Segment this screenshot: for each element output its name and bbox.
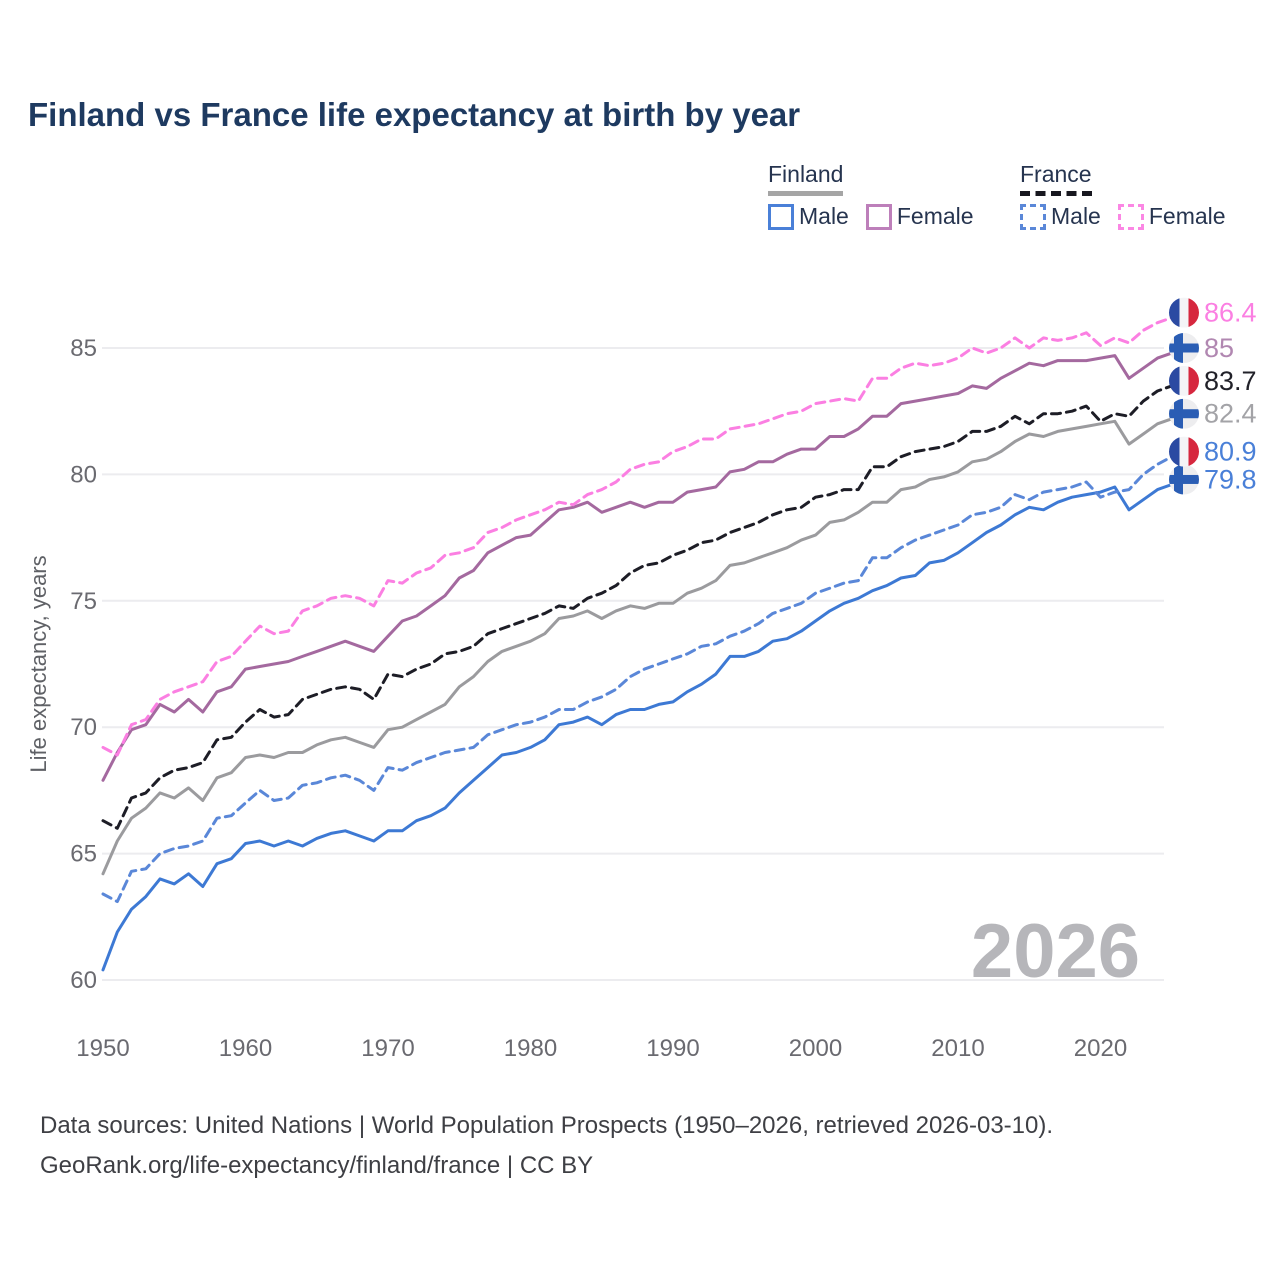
legend-group-finland: Finland Male Female [768,161,991,230]
y-tick-label: 85 [70,335,97,362]
series-line-finland-female [101,346,1188,782]
end-value-label-france-male: 80.9 [1204,437,1257,467]
france-flag-icon [1169,436,1199,467]
end-value-label-finland-male: 79.8 [1204,464,1257,494]
footer-data-sources: Data sources: United Nations | World Pop… [40,1112,1054,1139]
legend-item-france-male: Male [1020,203,1101,230]
legend-group-title-france: France [1020,161,1092,196]
end-value-label-finland-total: 82.4 [1204,399,1257,429]
footer-attribution: GeoRank.org/life-expectancy/finland/fran… [40,1152,594,1179]
legend-item-finland-male: Male [768,203,849,230]
series-line-france-female [101,311,1188,757]
series-line-finland-male [101,478,1188,972]
finland-flag-icon [1169,398,1199,429]
france-male-swatch-icon [1020,203,1046,230]
y-tick-label: 60 [70,967,97,994]
series-line-france-total [101,379,1188,830]
x-tick-label: 2010 [931,1035,984,1062]
x-tick-label: 1980 [504,1035,557,1062]
legend-group-france: France Male Female [1020,161,1243,230]
legend-item-label: Female [896,203,974,229]
legend-item-label: Male [799,203,849,229]
footer: Data sources: United Nations | World Pop… [40,1106,1053,1186]
legend-item-label: Male [1051,203,1101,229]
france-flag-icon [1169,365,1199,396]
x-tick-label: 2000 [789,1035,842,1062]
y-tick-label: 70 [70,714,97,741]
finland-female-swatch-icon [865,203,892,230]
legend-item-finland-female: Female [865,203,974,230]
legend-group-title-finland: Finland [768,161,844,196]
france-flag-icon [1169,297,1199,328]
legend-item-label: Female [1148,203,1226,229]
end-value-label-france-female: 86.4 [1204,298,1257,328]
finland-flag-icon [1169,333,1199,363]
watermark-year: 2026 [971,909,1140,994]
page-title: Finland vs France life expectancy at bir… [28,96,801,133]
x-tick-label: 1960 [219,1035,272,1062]
end-value-label-finland-female: 85 [1204,333,1234,363]
finland-male-swatch-icon [768,203,794,230]
x-tick-label: 1950 [76,1035,129,1062]
y-tick-label: 65 [70,841,97,868]
series-line-finland-total [101,412,1188,876]
x-tick-label: 1990 [646,1035,699,1062]
x-tick-label: 1970 [361,1035,414,1062]
finland-flag-icon [1169,464,1199,495]
y-axis-title: Life expectancy, years [26,555,51,772]
france-female-swatch-icon [1117,203,1144,230]
series-line-france-male [101,450,1188,904]
y-tick-label: 80 [70,461,97,488]
legend-item-france-female: Female [1117,203,1226,230]
x-tick-label: 2020 [1074,1035,1127,1062]
y-tick-label: 75 [70,588,97,615]
end-value-label-france-total: 83.7 [1204,366,1257,396]
